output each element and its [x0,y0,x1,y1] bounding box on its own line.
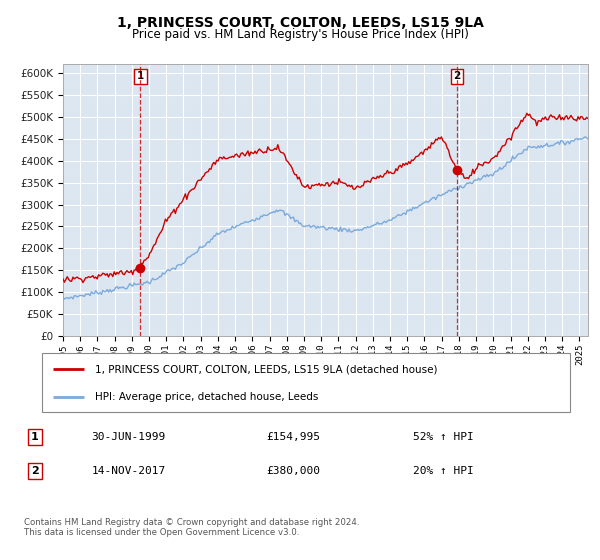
Text: Price paid vs. HM Land Registry's House Price Index (HPI): Price paid vs. HM Land Registry's House … [131,28,469,41]
Text: 30-JUN-1999: 30-JUN-1999 [91,432,166,442]
Text: 14-NOV-2017: 14-NOV-2017 [91,466,166,476]
Text: 52% ↑ HPI: 52% ↑ HPI [413,432,473,442]
Text: 2: 2 [31,466,39,476]
FancyBboxPatch shape [42,353,570,412]
Text: HPI: Average price, detached house, Leeds: HPI: Average price, detached house, Leed… [95,392,318,402]
Text: 1: 1 [31,432,39,442]
Text: Contains HM Land Registry data © Crown copyright and database right 2024.
This d: Contains HM Land Registry data © Crown c… [24,518,359,538]
Text: 20% ↑ HPI: 20% ↑ HPI [413,466,473,476]
Text: 1: 1 [137,71,144,81]
Text: £380,000: £380,000 [266,466,320,476]
Text: 1, PRINCESS COURT, COLTON, LEEDS, LS15 9LA: 1, PRINCESS COURT, COLTON, LEEDS, LS15 9… [116,16,484,30]
Text: 1, PRINCESS COURT, COLTON, LEEDS, LS15 9LA (detached house): 1, PRINCESS COURT, COLTON, LEEDS, LS15 9… [95,364,437,374]
Text: 2: 2 [453,71,460,81]
Text: £154,995: £154,995 [266,432,320,442]
